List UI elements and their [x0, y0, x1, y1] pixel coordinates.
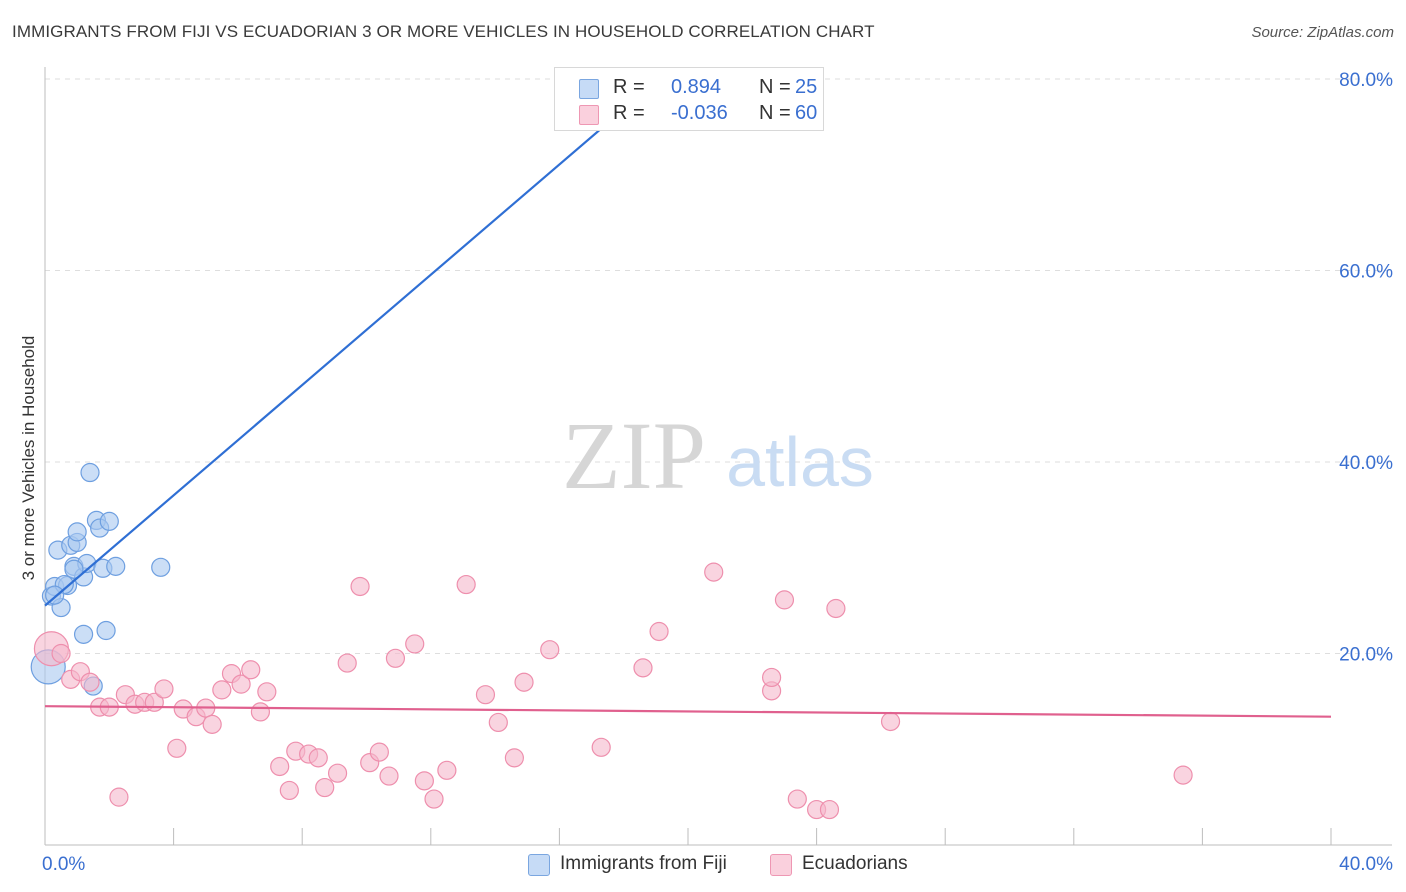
- ecuadorian-point: [154, 679, 174, 699]
- ecuadorian-point: [591, 737, 611, 757]
- n-value: 60: [795, 102, 818, 124]
- data-points: [30, 462, 1193, 820]
- x-tick-label: 40.0%: [1339, 854, 1393, 875]
- y-tick-labels: 20.0% 40.0% 60.0% 80.0%: [1339, 70, 1393, 666]
- ecuadorian-point: [488, 712, 508, 733]
- series-legend: Immigrants from Fiji Ecuadorians: [0, 852, 1406, 878]
- ecuadorian-point: [369, 742, 389, 762]
- ecuadorian-point: [250, 702, 271, 722]
- ecuadorian-point: [327, 763, 348, 783]
- ecuadorian-point: [379, 766, 399, 786]
- legend-label: Ecuadorians: [802, 853, 908, 874]
- ecuadorian-point: [414, 771, 434, 791]
- n-label: N =: [759, 76, 791, 98]
- ecuadorian-point: [424, 789, 444, 809]
- ecuadorian-point: [787, 789, 807, 809]
- r-value: -0.036: [671, 102, 728, 124]
- ecuadorian-point: [202, 714, 222, 734]
- ecuadorian-point: [385, 648, 406, 668]
- ecuadorian-point: [704, 562, 724, 582]
- ecuadorian-point: [350, 576, 370, 597]
- fiji-point: [80, 462, 100, 483]
- fiji-point: [64, 559, 84, 579]
- grid-lines: [45, 78, 1392, 654]
- fiji-point: [67, 522, 87, 542]
- ecuadorian-point: [826, 598, 846, 619]
- ecuadorian-point: [315, 777, 335, 798]
- ecuadorians-swatch: [579, 105, 599, 125]
- y-tick-label: 60.0%: [1339, 262, 1393, 283]
- x-tick-label: 0.0%: [42, 854, 85, 875]
- ecuadorian-point: [279, 780, 299, 801]
- ecuadorian-point: [80, 672, 100, 692]
- ecuadorian-point: [270, 756, 290, 777]
- ecuadorian-point: [167, 738, 187, 758]
- r-label: R =: [613, 102, 645, 124]
- ecuadorian-point: [437, 760, 457, 780]
- ecuadorian-point: [540, 640, 560, 660]
- stats-legend: R = 0.894 N = 25 R = -0.036 N = 60: [554, 67, 824, 131]
- source-credit: Source: ZipAtlas.com: [1251, 24, 1394, 41]
- ecuadorian-point: [257, 682, 277, 702]
- r-label: R =: [613, 76, 645, 98]
- fiji-legend-swatch: [528, 854, 550, 876]
- fiji-point: [151, 557, 171, 577]
- ecuadorian-point: [456, 574, 476, 595]
- n-value: 25: [795, 76, 818, 98]
- legend-label: Immigrants from Fiji: [560, 853, 727, 874]
- ecuadorian-point: [241, 660, 261, 680]
- ecuadorian-point: [109, 787, 129, 807]
- fiji-point: [106, 556, 126, 576]
- fiji-swatch: [579, 79, 599, 99]
- fiji-trend-line: [44, 78, 660, 607]
- r-value: 0.894: [671, 76, 722, 98]
- ecuadorian-point: [774, 590, 795, 610]
- ecuadorian-point: [212, 680, 232, 700]
- y-axis-label: 3 or more Vehicles in Household: [19, 336, 38, 581]
- ecuadorian-point: [880, 711, 901, 732]
- x-tick-labels: 0.0% 40.0%: [42, 854, 1393, 875]
- ecuadorian-point: [475, 685, 496, 705]
- ecuadorian-point: [1173, 765, 1193, 785]
- fiji-point: [45, 585, 65, 605]
- y-tick-label: 20.0%: [1339, 645, 1393, 666]
- chart-title: IMMIGRANTS FROM FIJI VS ECUADORIAN 3 OR …: [12, 22, 875, 41]
- fiji-point: [96, 620, 116, 641]
- ecuadorian-point: [514, 672, 534, 692]
- n-label: N =: [759, 102, 791, 124]
- ecuadorian-trend-line: [44, 705, 1332, 718]
- ecuadorian-point: [337, 653, 357, 673]
- fiji-point: [99, 511, 119, 531]
- watermark-atlas: atlas: [726, 423, 874, 501]
- ecuadorian-point: [308, 748, 328, 768]
- y-tick-label: 40.0%: [1339, 453, 1393, 474]
- watermark-zip: ZIP: [562, 402, 706, 509]
- fiji-point: [73, 624, 94, 644]
- trend-lines: [44, 78, 1332, 718]
- ecuadorian-point: [761, 667, 782, 688]
- ecuadorian-point: [51, 643, 71, 664]
- ecuadorian-point: [819, 799, 840, 820]
- watermark: ZIP atlas: [562, 402, 874, 509]
- ecuadorian-point: [405, 634, 425, 654]
- axes: [44, 67, 1392, 846]
- y-tick-label: 80.0%: [1339, 70, 1393, 91]
- ecuadorian-point: [649, 621, 669, 642]
- ecuadorian-point: [633, 658, 653, 678]
- ecuadorian-point: [504, 748, 524, 768]
- ecuadorian-point: [231, 674, 251, 694]
- ecuadorians-legend-swatch: [770, 854, 792, 876]
